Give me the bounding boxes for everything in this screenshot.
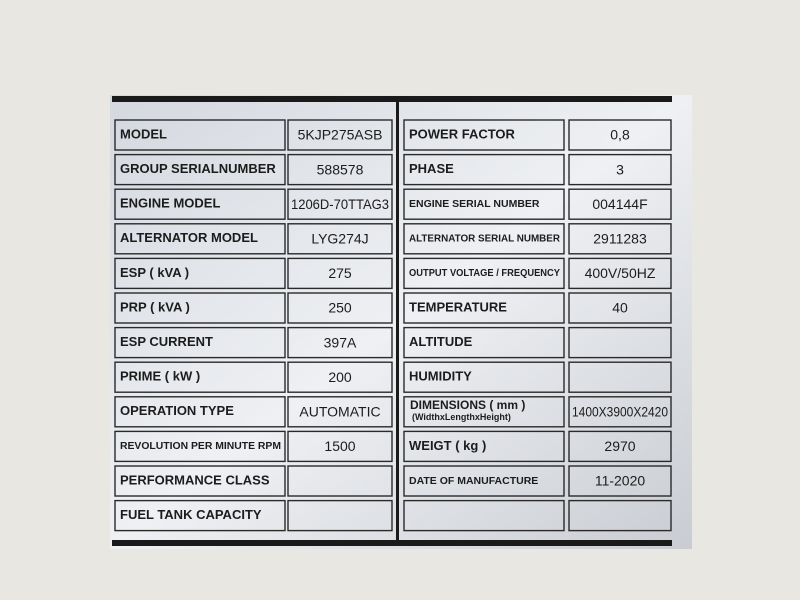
label-cell [403,223,565,255]
row-value: 1400X3900X2420 [572,404,668,420]
value-cell [287,499,393,532]
row-value: LYG274J [311,231,368,247]
label-cell [403,499,565,532]
row-value: AUTOMATIC [299,404,380,420]
row-label: TEMPERATURE [409,299,507,314]
value-cell [287,326,393,359]
row-value: 1500 [324,438,355,454]
label-cell [403,430,565,463]
value-cell [568,257,672,290]
label-cell [114,188,286,220]
divider [396,100,399,543]
label-cell [114,430,286,463]
row-value: 5KJP275ASB [298,127,383,143]
value-cell [287,361,393,393]
value-cell [568,153,672,186]
row-label: ESP ( kVA ) [120,265,189,280]
label-cell [403,465,565,497]
label-cell [114,223,286,255]
label-cell [114,499,286,532]
row-label: ESP CURRENT [120,334,213,349]
row-label: OPERATION TYPE [120,403,234,418]
row-label: DIMENSIONS ( mm ) [410,398,525,412]
value-cell [287,223,393,255]
label-cell [114,292,286,324]
label-cell [114,326,286,359]
row-label: ENGINE MODEL [120,196,220,211]
label-cell [114,119,286,151]
label-cell [403,361,565,393]
top-bar [112,96,672,102]
row-value: 397A [324,334,357,350]
row-value: 2970 [604,438,635,454]
value-cell [568,223,672,255]
row-value: 275 [328,265,352,281]
value-cell [287,396,393,428]
label-cell [114,257,286,290]
row-value: 0,8 [610,127,630,143]
row-label: DATE OF MANUFACTURE [409,475,538,487]
row-value: 588578 [317,161,364,177]
value-cell [287,292,393,324]
row-value: 2911283 [593,231,647,247]
label-cell [403,119,565,151]
value-cell [568,119,672,151]
label-cell [114,153,286,186]
row-label: HUMIDITY [409,369,472,384]
value-cell [568,396,672,428]
value-cell [287,188,393,220]
value-cell [568,430,672,463]
label-cell [403,292,565,324]
row-label: ENGINE SERIAL NUMBER [409,198,540,210]
row-label: ALTERNATOR MODEL [120,230,258,245]
bottom-bar [112,540,672,546]
value-cell [287,153,393,186]
nameplate [110,95,692,549]
value-cell [568,465,672,497]
value-cell [287,257,393,290]
value-cell [568,499,672,532]
row-label: ALTERNATOR SERIAL NUMBER [409,233,560,245]
value-cell [568,292,672,324]
row-label: WEIGT ( kg ) [409,438,486,453]
row-label: PRP ( kVA ) [120,299,190,314]
row-label: PERFORMANCE CLASS [120,472,270,487]
label-cell [403,153,565,186]
row-label: REVOLUTION PER MINUTE RPM [120,440,281,452]
value-cell [287,119,393,151]
value-cell [568,326,672,359]
label-cell [114,361,286,393]
value-cell [568,188,672,220]
row-value: 40 [612,300,628,316]
row-value: 1206D-70TTAG3 [291,196,389,212]
row-label: PHASE [409,161,454,176]
row-sublabel: (WidthxLengthxHeight) [412,412,511,422]
row-label: MODEL [120,126,167,141]
row-label: OUTPUT VOLTAGE / FREQUENCY [409,267,560,279]
row-label: POWER FACTOR [409,126,516,141]
row-value: 004144F [592,196,647,212]
value-cell [287,465,393,497]
value-cell [287,430,393,463]
row-value: 400V/50HZ [585,265,656,281]
label-cell [403,188,565,220]
label-cell [403,326,565,359]
label-cell [114,396,286,428]
label-cell [403,396,565,428]
row-value: 200 [328,369,352,385]
row-label: ALTITUDE [409,334,473,349]
label-cell [114,465,286,497]
row-label: GROUP SERIALNUMBER [120,161,276,176]
row-value: 250 [328,300,352,316]
row-value: 11-2020 [595,473,646,489]
row-label: FUEL TANK CAPACITY [120,507,262,522]
label-cell [403,257,565,290]
value-cell [568,361,672,393]
row-label: PRIME ( kW ) [120,369,200,384]
row-value: 3 [616,161,624,177]
